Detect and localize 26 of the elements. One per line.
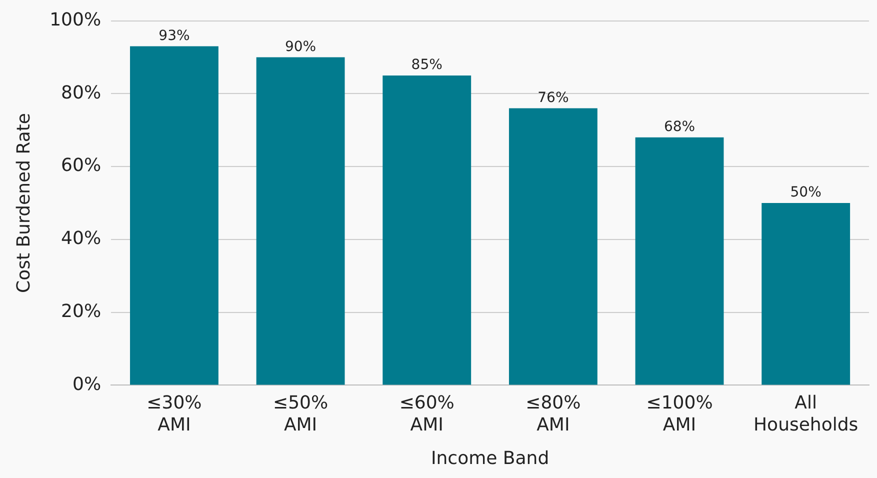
x-tick-label: All Households xyxy=(754,392,858,436)
bar xyxy=(130,46,218,385)
y-tick-label: 80% xyxy=(61,82,102,104)
data-label: 50% xyxy=(790,184,822,201)
data-label: 85% xyxy=(411,57,442,74)
bar xyxy=(508,108,598,385)
bar xyxy=(762,203,850,385)
data-label: 90% xyxy=(284,38,316,55)
bar xyxy=(256,57,345,385)
data-label: 76% xyxy=(538,90,569,106)
x-tick-label: ≤80% AMI xyxy=(526,392,581,436)
x-tick-label: ≤50% AMI xyxy=(273,392,328,436)
y-tick-label: 40% xyxy=(61,228,102,250)
y-tick-label: 20% xyxy=(61,300,102,322)
bar xyxy=(382,75,472,385)
data-label: 68% xyxy=(664,119,696,136)
y-tick-label: 100% xyxy=(50,9,102,30)
y-axis-title: Cost Burdened Rate xyxy=(13,113,34,293)
data-label: 93% xyxy=(158,28,190,44)
x-tick-label: ≤100% AMI xyxy=(646,392,713,436)
x-tick-label: ≤60% AMI xyxy=(399,392,454,436)
x-tick-label: ≤30% AMI xyxy=(146,392,202,436)
y-tick-label: 0% xyxy=(72,374,102,395)
y-tick-label: 60% xyxy=(61,155,102,176)
x-axis-title: Income Band xyxy=(430,448,550,469)
bar xyxy=(635,137,724,385)
